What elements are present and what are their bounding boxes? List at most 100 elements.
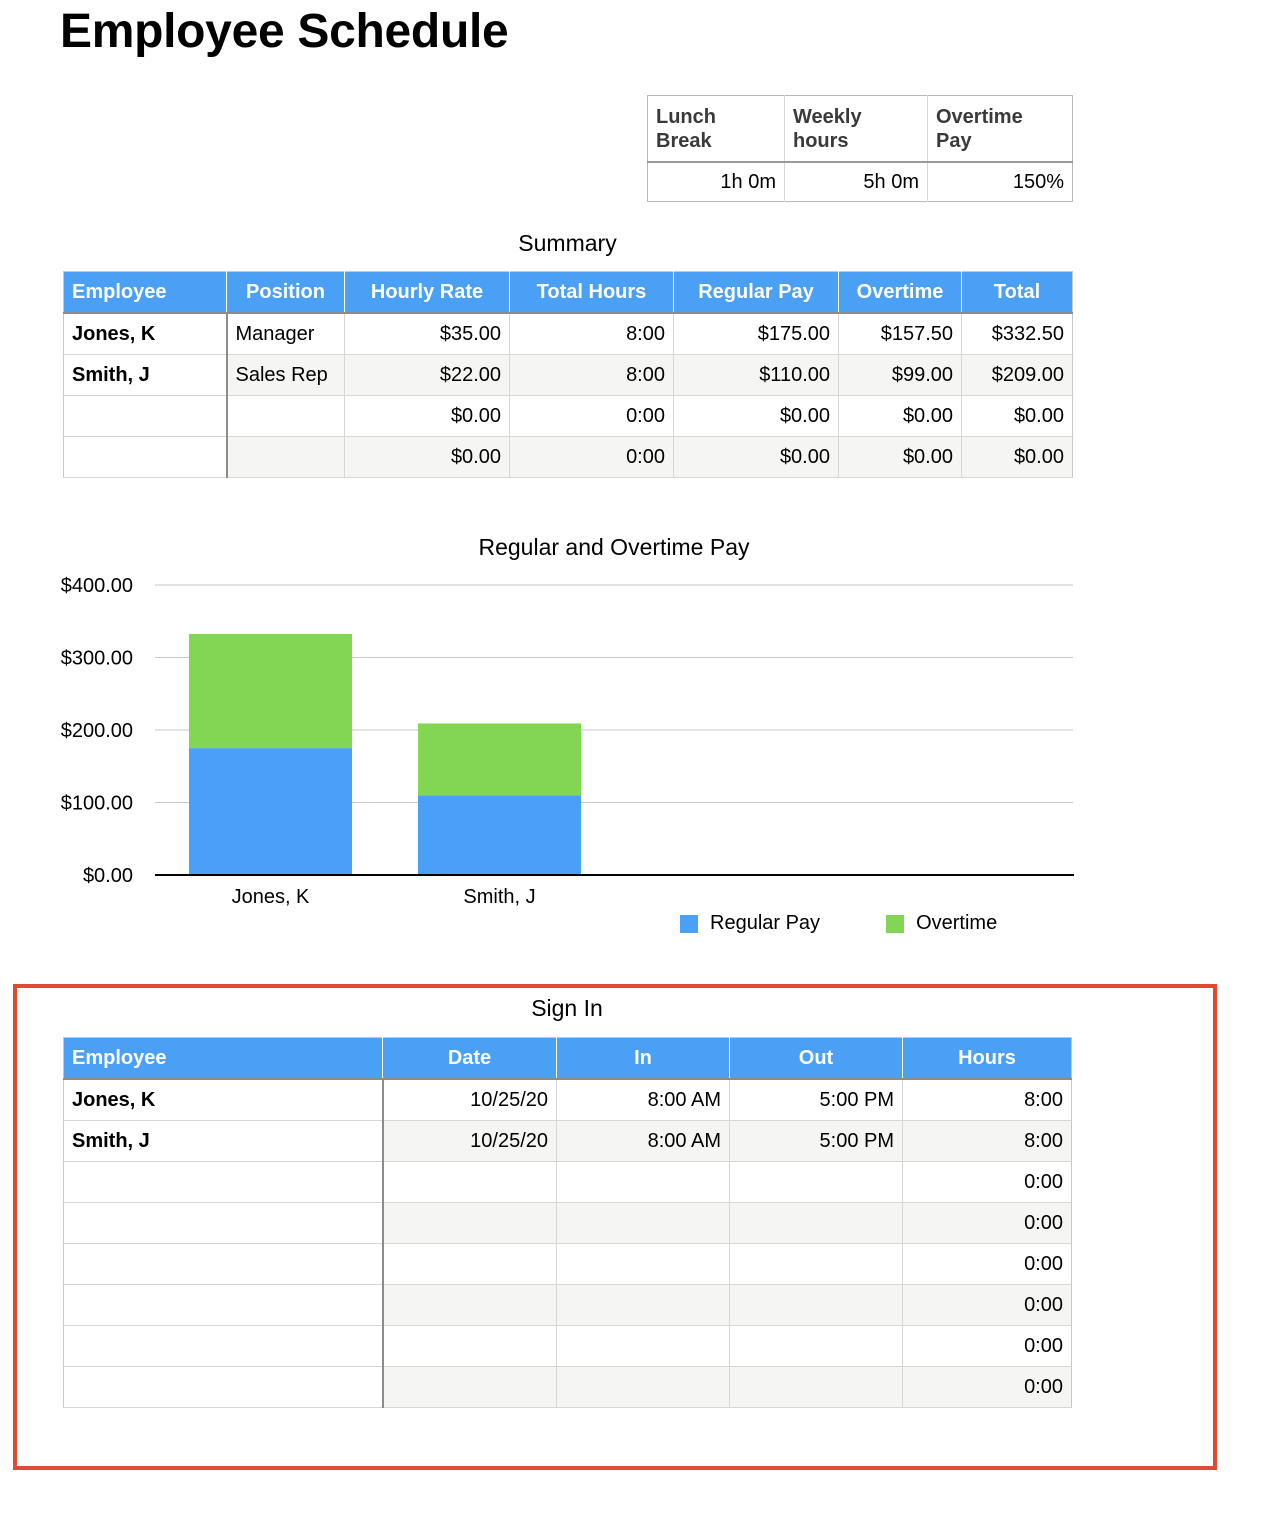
signin-cell-employee[interactable]: Jones, K (63, 1079, 384, 1121)
signin-header-employee[interactable]: Employee (63, 1037, 383, 1080)
signin-cell-in[interactable] (556, 1366, 730, 1408)
signin-cell-out[interactable] (729, 1366, 903, 1408)
summary-cell-total-hours[interactable]: 0:00 (509, 436, 674, 478)
summary-cell-total[interactable]: $0.00 (961, 395, 1073, 437)
signin-cell-date[interactable] (382, 1366, 557, 1408)
signin-header-date[interactable]: Date (382, 1037, 557, 1080)
signin-cell-date[interactable]: 10/25/20 (382, 1120, 557, 1162)
summary-cell-overtime[interactable]: $0.00 (838, 395, 962, 437)
summary-header-position[interactable]: Position (226, 271, 345, 314)
chart-title: Regular and Overtime Pay (478, 534, 750, 560)
signin-cell-hours[interactable]: 0:00 (902, 1366, 1072, 1408)
summary-cell-regular-pay[interactable]: $175.00 (673, 313, 839, 355)
signin-cell-date[interactable]: 10/25/20 (382, 1079, 557, 1121)
signin-cell-in[interactable] (556, 1243, 730, 1285)
signin-cell-out[interactable]: 5:00 PM (729, 1079, 903, 1121)
signin-row: 0:00 (63, 1325, 1072, 1367)
signin-cell-in[interactable] (556, 1202, 730, 1244)
signin-cell-out[interactable] (729, 1243, 903, 1285)
signin-cell-employee[interactable] (63, 1366, 384, 1408)
signin-cell-hours[interactable]: 0:00 (902, 1325, 1072, 1367)
y-tick-label: $400.00 (61, 575, 133, 597)
signin-cell-employee[interactable] (63, 1202, 384, 1244)
summary-header-total[interactable]: Total (961, 271, 1073, 314)
signin-cell-in[interactable] (556, 1161, 730, 1203)
summary-header-regular-pay[interactable]: Regular Pay (673, 271, 839, 314)
summary-cell-employee[interactable]: Jones, K (63, 313, 228, 355)
bar-regular-pay (189, 748, 352, 875)
summary-header-overtime[interactable]: Overtime (838, 271, 962, 314)
signin-cell-date[interactable] (382, 1284, 557, 1326)
bar-regular-pay (418, 795, 581, 875)
summary-cell-employee[interactable]: Smith, J (63, 354, 228, 396)
signin-cell-out[interactable]: 5:00 PM (729, 1120, 903, 1162)
summary-row: $0.00 0:00 $0.00 $0.00 $0.00 (63, 395, 1073, 437)
summary-cell-overtime[interactable]: $157.50 (838, 313, 962, 355)
signin-cell-employee[interactable] (63, 1243, 384, 1285)
signin-cell-date[interactable] (382, 1243, 557, 1285)
signin-cell-hours[interactable]: 0:00 (902, 1202, 1072, 1244)
summary-cell-total-hours[interactable]: 8:00 (509, 313, 674, 355)
summary-cell-employee[interactable] (63, 395, 228, 437)
legend-label-regular-pay: Regular Pay (710, 912, 821, 934)
signin-cell-hours[interactable]: 0:00 (902, 1161, 1072, 1203)
lunch-break-header[interactable]: Lunch Break (647, 95, 785, 163)
x-tick-label: Jones, K (232, 886, 310, 908)
summary-header-hourly-rate[interactable]: Hourly Rate (344, 271, 510, 314)
signin-cell-out[interactable] (729, 1202, 903, 1244)
summary-cell-position[interactable]: Sales Rep (226, 354, 345, 396)
summary-cell-hourly-rate[interactable]: $0.00 (344, 436, 510, 478)
summary-cell-position[interactable]: Manager (226, 313, 345, 355)
signin-cell-employee[interactable] (63, 1325, 384, 1367)
summary-cell-overtime[interactable]: $99.00 (838, 354, 962, 396)
summary-header-employee[interactable]: Employee (63, 271, 227, 314)
summary-cell-total-hours[interactable]: 8:00 (509, 354, 674, 396)
summary-cell-total[interactable]: $209.00 (961, 354, 1073, 396)
summary-cell-total-hours[interactable]: 0:00 (509, 395, 674, 437)
signin-cell-hours[interactable]: 0:00 (902, 1243, 1072, 1285)
overtime-pay-header[interactable]: Overtime Pay (927, 95, 1073, 163)
signin-cell-in[interactable] (556, 1325, 730, 1367)
weekly-hours-value[interactable]: 5h 0m (784, 162, 928, 202)
signin-cell-in[interactable]: 8:00 AM (556, 1079, 730, 1121)
signin-cell-in[interactable]: 8:00 AM (556, 1120, 730, 1162)
summary-cell-hourly-rate[interactable]: $0.00 (344, 395, 510, 437)
legend-item-regular-pay[interactable]: Regular Pay (680, 912, 820, 935)
signin-cell-date[interactable] (382, 1202, 557, 1244)
signin-cell-hours[interactable]: 8:00 (902, 1079, 1072, 1121)
summary-cell-hourly-rate[interactable]: $22.00 (344, 354, 510, 396)
summary-cell-employee[interactable] (63, 436, 228, 478)
summary-cell-total[interactable]: $332.50 (961, 313, 1073, 355)
signin-cell-date[interactable] (382, 1325, 557, 1367)
summary-cell-position[interactable] (226, 436, 345, 478)
signin-cell-date[interactable] (382, 1161, 557, 1203)
signin-cell-employee[interactable] (63, 1161, 384, 1203)
signin-header-hours[interactable]: Hours (902, 1037, 1072, 1080)
signin-cell-in[interactable] (556, 1284, 730, 1326)
summary-cell-regular-pay[interactable]: $110.00 (673, 354, 839, 396)
signin-cell-employee[interactable] (63, 1284, 384, 1326)
summary-cell-hourly-rate[interactable]: $35.00 (344, 313, 510, 355)
signin-cell-hours[interactable]: 8:00 (902, 1120, 1072, 1162)
signin-cell-hours[interactable]: 0:00 (902, 1284, 1072, 1326)
weekly-hours-header[interactable]: Weekly hours (784, 95, 928, 163)
summary-cell-total[interactable]: $0.00 (961, 436, 1073, 478)
signin-header-in[interactable]: In (556, 1037, 730, 1080)
signin-cell-out[interactable] (729, 1161, 903, 1203)
lunch-break-value[interactable]: 1h 0m (647, 162, 785, 202)
summary-cell-overtime[interactable]: $0.00 (838, 436, 962, 478)
signin-header-out[interactable]: Out (729, 1037, 903, 1080)
page-title: Employee Schedule (60, 5, 509, 58)
signin-row: 0:00 (63, 1243, 1072, 1285)
signin-cell-out[interactable] (729, 1325, 903, 1367)
summary-cell-position[interactable] (226, 395, 345, 437)
summary-cell-regular-pay[interactable]: $0.00 (673, 436, 839, 478)
signin-caption: Sign In (531, 995, 603, 1021)
signin-cell-out[interactable] (729, 1284, 903, 1326)
signin-row: Smith, J 10/25/20 8:00 AM 5:00 PM 8:00 (63, 1120, 1072, 1162)
signin-cell-employee[interactable]: Smith, J (63, 1120, 384, 1162)
legend-item-overtime[interactable]: Overtime (886, 912, 997, 935)
overtime-pay-value[interactable]: 150% (1012, 170, 1064, 193)
summary-cell-regular-pay[interactable]: $0.00 (673, 395, 839, 437)
summary-header-total-hours[interactable]: Total Hours (509, 271, 674, 314)
